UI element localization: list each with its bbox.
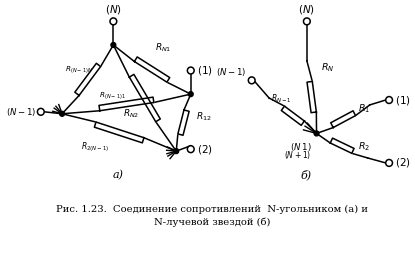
Text: N-лучевой звездой (б): N-лучевой звездой (б)	[154, 218, 270, 227]
Circle shape	[314, 131, 319, 136]
Text: $(N−1)$: $(N−1)$	[5, 106, 36, 118]
Polygon shape	[178, 110, 189, 135]
Text: $R_{N2}$: $R_{N2}$	[123, 108, 139, 120]
Circle shape	[60, 111, 64, 116]
Circle shape	[386, 97, 393, 104]
Polygon shape	[330, 138, 354, 153]
Circle shape	[303, 18, 310, 25]
Text: $R_{N-1}$: $R_{N-1}$	[271, 93, 292, 105]
Text: $R_{2(N-1)}$: $R_{2(N-1)}$	[81, 140, 110, 154]
Circle shape	[386, 160, 393, 166]
Text: $R_{12}$: $R_{12}$	[195, 111, 211, 123]
Text: $(2)$: $(2)$	[395, 157, 411, 169]
Text: $(N+1)$: $(N+1)$	[284, 149, 312, 161]
Polygon shape	[281, 106, 304, 125]
Text: $R_{N1}$: $R_{N1}$	[155, 42, 171, 54]
Polygon shape	[129, 74, 160, 122]
Polygon shape	[331, 111, 356, 127]
Text: $R_N$: $R_N$	[321, 61, 335, 74]
Circle shape	[188, 92, 193, 97]
Text: $(N−1)$: $(N−1)$	[216, 66, 247, 78]
Text: $R_{(N-1)1}$: $R_{(N-1)1}$	[99, 90, 126, 101]
Text: $(N 1)$: $(N 1)$	[290, 141, 312, 153]
Text: $(2)$: $(2)$	[197, 143, 212, 156]
Text: $R_1$: $R_1$	[358, 103, 370, 115]
Polygon shape	[99, 97, 154, 111]
Circle shape	[174, 149, 179, 154]
Circle shape	[187, 146, 194, 153]
Text: $R_{(N-1)N}$: $R_{(N-1)N}$	[65, 64, 93, 75]
Circle shape	[187, 67, 194, 74]
Text: $R_2$: $R_2$	[358, 140, 370, 153]
Polygon shape	[94, 122, 144, 143]
Polygon shape	[307, 81, 316, 113]
Text: $(1)$: $(1)$	[197, 64, 212, 77]
Text: б): б)	[300, 170, 311, 181]
Text: $(N)$: $(N)$	[105, 3, 122, 16]
Circle shape	[37, 108, 44, 115]
Text: $(N)$: $(N)$	[298, 3, 315, 16]
Circle shape	[111, 42, 116, 48]
Polygon shape	[75, 63, 100, 95]
Text: $(1)$: $(1)$	[395, 94, 411, 106]
Text: Рис. 1.23.  Соединение сопротивлений  N-угольником (а) и: Рис. 1.23. Соединение сопротивлений N-уг…	[56, 205, 368, 214]
Text: а): а)	[113, 170, 124, 181]
Circle shape	[110, 18, 117, 25]
Polygon shape	[134, 57, 170, 82]
Circle shape	[248, 77, 255, 84]
